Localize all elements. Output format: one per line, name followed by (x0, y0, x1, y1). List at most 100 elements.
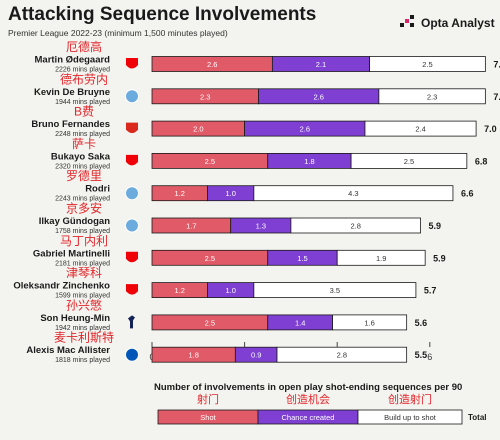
bar-value-label: 1.0 (225, 189, 235, 198)
legend-annotation: 射门 (197, 392, 219, 406)
legend-annotation: 创造机会 (286, 392, 330, 406)
bar-segment-build-up (378, 88, 486, 105)
player-minutes: 1942 mins played (55, 325, 110, 332)
bar-value-label: 1.4 (295, 318, 305, 327)
player-name: Bruno Fernandes (31, 119, 110, 130)
bar-total-label: 5.5 (415, 350, 428, 360)
bar-value-label: 2.5 (404, 157, 414, 166)
bar-segment-build-up (336, 249, 426, 266)
legend-annotation: 创造射门 (388, 392, 432, 406)
bar-value-label: 2.6 (300, 125, 310, 134)
arsenal-crest-icon (126, 154, 138, 166)
legend-total-label: Total (468, 413, 487, 422)
bar-segment-build-up (332, 314, 408, 331)
bar-total-label: 6.6 (461, 189, 474, 199)
man-city-crest-icon (125, 89, 139, 104)
chart-subtitle: Premier League 2022-23 (minimum 1,500 mi… (8, 28, 228, 38)
player-annotation: 德布劳内 (60, 71, 108, 86)
bar-value-label: 2.5 (205, 157, 215, 166)
player-minutes: 1758 mins played (55, 228, 110, 235)
bar-value-label: 2.6 (313, 92, 323, 101)
bar-segment-build-up (253, 185, 454, 202)
bar-total-label: 5.9 (429, 221, 442, 231)
bar-segment-build-up (290, 217, 421, 234)
player-name: Rodri (85, 184, 110, 195)
player-annotation: 京多安 (66, 201, 102, 216)
player-annotation: 罗德里 (66, 168, 102, 183)
man-city-crest-icon (125, 218, 139, 233)
player-name: Martin Ødegaard (35, 55, 111, 66)
arsenal-crest-icon (126, 251, 138, 263)
bar-segment-build-up (364, 120, 477, 137)
bar-segment-build-up (369, 56, 486, 72)
bar-value-label: 2.0 (193, 125, 203, 134)
bar-value-label: 1.6 (364, 318, 374, 327)
player-minutes: 2320 mins played (55, 163, 110, 170)
bar-segment-build-up (276, 346, 408, 363)
player-minutes: 2226 mins played (55, 67, 110, 74)
player-name: Oleksandr Zinchenko (13, 281, 110, 292)
player-name: Ilkay Gündogan (39, 216, 110, 227)
player-minutes: 2243 mins played (55, 196, 110, 203)
chart-title: Attacking Sequence Involvements (8, 4, 317, 25)
player-annotation: 马丁内利 (60, 234, 108, 248)
player-name: Gabriel Martinelli (33, 248, 110, 259)
bar-total-label: 6.8 (475, 156, 488, 166)
bar-value-label: 3.5 (330, 286, 340, 295)
bar-value-label: 2.5 (205, 318, 215, 327)
bar-total-label: 7.2 (493, 60, 500, 70)
x-axis-label: Number of involvements in open play shot… (154, 382, 462, 393)
player-name: Kevin De Bruyne (34, 87, 110, 98)
bar-value-label: 1.7 (186, 222, 196, 231)
bar-value-label: 0.9 (251, 351, 261, 360)
bar-value-label: 2.3 (427, 92, 437, 101)
bar-value-label: 2.8 (337, 351, 347, 360)
player-minutes: 1818 mins played (55, 357, 110, 364)
bar-value-label: 2.1 (316, 60, 326, 69)
player-annotation: 津琴科 (66, 266, 102, 280)
player-annotation: 孙兴慜 (66, 297, 102, 312)
bar-total-label: 7.0 (484, 124, 497, 134)
man-united-crest-icon (126, 122, 138, 134)
player-name: Bukayo Saka (51, 151, 111, 162)
player-name: Son Heung-Min (40, 313, 110, 324)
bar-value-label: 1.2 (175, 286, 185, 295)
bar-value-label: 1.3 (256, 222, 266, 231)
bar-value-label: 1.2 (175, 189, 185, 198)
legend-swatch (357, 409, 463, 425)
arsenal-crest-icon (126, 58, 138, 69)
brand-name: Opta Analyst (421, 16, 495, 30)
opta-logo-icon (400, 15, 414, 27)
brighton-crest-icon (125, 347, 139, 362)
bar-value-label: 1.8 (188, 351, 198, 360)
bar-total-label: 5.6 (415, 318, 428, 328)
legend-entry-label: Shot (200, 413, 216, 422)
player-minutes: 1944 mins played (55, 99, 110, 106)
tottenham-crest-icon (128, 315, 135, 329)
bar-value-label: 2.5 (205, 254, 215, 263)
bar-value-label: 2.3 (200, 92, 210, 101)
player-annotation: 厄德高 (66, 39, 102, 54)
bar-value-label: 1.5 (297, 254, 307, 263)
bar-value-label: 2.5 (422, 60, 432, 69)
player-name: Alexis Mac Allister (26, 345, 110, 356)
legend-entry-label: Chance created (282, 413, 335, 422)
man-city-crest-icon (125, 186, 139, 201)
bar-value-label: 2.6 (207, 60, 217, 69)
player-minutes: 2248 mins played (55, 131, 110, 138)
player-annotation: 萨卡 (72, 137, 96, 151)
player-annotation: 麦卡利斯特 (54, 330, 114, 345)
bar-total-label: 5.7 (424, 286, 437, 296)
bar-total-label: 5.9 (433, 253, 446, 263)
bar-value-label: 2.8 (351, 222, 361, 231)
arsenal-crest-icon (126, 284, 138, 295)
bar-value-label: 4.3 (348, 189, 358, 198)
bar-segment-build-up (253, 282, 417, 299)
bar-segment-build-up (350, 152, 468, 169)
bar-value-label: 1.8 (304, 157, 314, 166)
bar-value-label: 1.0 (225, 286, 235, 295)
bar-total-label: 7.2 (493, 92, 500, 102)
x-tick-label: 6 (427, 352, 432, 362)
player-annotation: B费 (74, 105, 94, 119)
